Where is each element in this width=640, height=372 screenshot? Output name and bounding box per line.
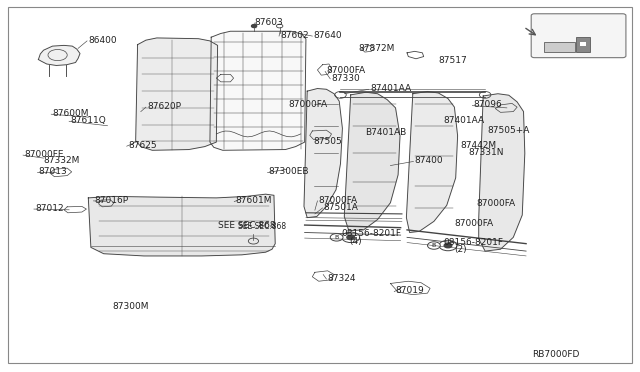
Text: 87013: 87013	[38, 167, 67, 176]
Text: RB7000FD: RB7000FD	[532, 350, 580, 359]
Text: (2): (2)	[454, 246, 467, 254]
Text: 86400: 86400	[88, 36, 117, 45]
Text: 87332M: 87332M	[44, 156, 80, 165]
Text: 87000FA: 87000FA	[477, 199, 516, 208]
Text: 87331N: 87331N	[468, 148, 504, 157]
Polygon shape	[136, 38, 218, 150]
Circle shape	[428, 242, 440, 249]
Polygon shape	[344, 92, 400, 231]
Text: 87401AA: 87401AA	[443, 116, 484, 125]
Text: 08156-8201F: 08156-8201F	[342, 229, 402, 238]
Text: 87324: 87324	[328, 274, 356, 283]
Polygon shape	[406, 92, 458, 232]
Text: 87016P: 87016P	[95, 196, 129, 205]
Text: SEE SEC.868: SEE SEC.868	[218, 221, 275, 230]
Text: 87400: 87400	[415, 156, 444, 165]
Text: 87019: 87019	[396, 286, 424, 295]
Text: 87012: 87012	[35, 204, 64, 213]
FancyBboxPatch shape	[531, 14, 626, 58]
Text: 87401AA: 87401AA	[370, 84, 411, 93]
Circle shape	[347, 235, 355, 240]
Text: 87442M: 87442M	[461, 141, 497, 150]
Text: 87620P: 87620P	[147, 102, 181, 111]
Circle shape	[330, 234, 343, 241]
Polygon shape	[304, 89, 342, 218]
Polygon shape	[479, 94, 525, 251]
Text: 87602: 87602	[280, 31, 309, 40]
Text: (4): (4)	[349, 237, 362, 246]
Text: 87330: 87330	[332, 74, 360, 83]
Bar	[576, 37, 590, 52]
Text: 87000FA: 87000FA	[454, 219, 493, 228]
Text: 08156-8201F: 08156-8201F	[443, 238, 503, 247]
Text: 87505: 87505	[314, 137, 342, 146]
Text: 87611Q: 87611Q	[70, 116, 106, 125]
Text: 87600M: 87600M	[52, 109, 89, 118]
Text: 87300M: 87300M	[112, 302, 148, 311]
Polygon shape	[38, 45, 80, 65]
Text: B: B	[335, 235, 339, 240]
Text: SEE SEC.868: SEE SEC.868	[238, 222, 286, 231]
Bar	[580, 42, 586, 46]
Text: 87505+A: 87505+A	[488, 126, 530, 135]
Text: 87096: 87096	[474, 100, 502, 109]
Text: 87000FE: 87000FE	[24, 150, 64, 159]
Polygon shape	[88, 194, 275, 256]
Text: 87625: 87625	[128, 141, 157, 150]
Text: 87000FA: 87000FA	[319, 196, 358, 205]
Text: 87603: 87603	[255, 18, 284, 27]
Circle shape	[252, 25, 257, 28]
Text: 87517: 87517	[438, 56, 467, 65]
Text: 87000FA: 87000FA	[326, 66, 365, 75]
Polygon shape	[210, 31, 306, 150]
Bar	[544, 42, 575, 52]
Text: B: B	[432, 243, 436, 248]
Text: 87000FA: 87000FA	[288, 100, 327, 109]
Text: 87872M: 87872M	[358, 44, 395, 53]
Text: 87601M: 87601M	[236, 196, 272, 205]
Text: 87501A: 87501A	[324, 203, 358, 212]
Text: B7401AB: B7401AB	[365, 128, 406, 137]
Circle shape	[444, 243, 452, 248]
Text: 87640: 87640	[314, 31, 342, 40]
Text: 87300EB: 87300EB	[269, 167, 309, 176]
